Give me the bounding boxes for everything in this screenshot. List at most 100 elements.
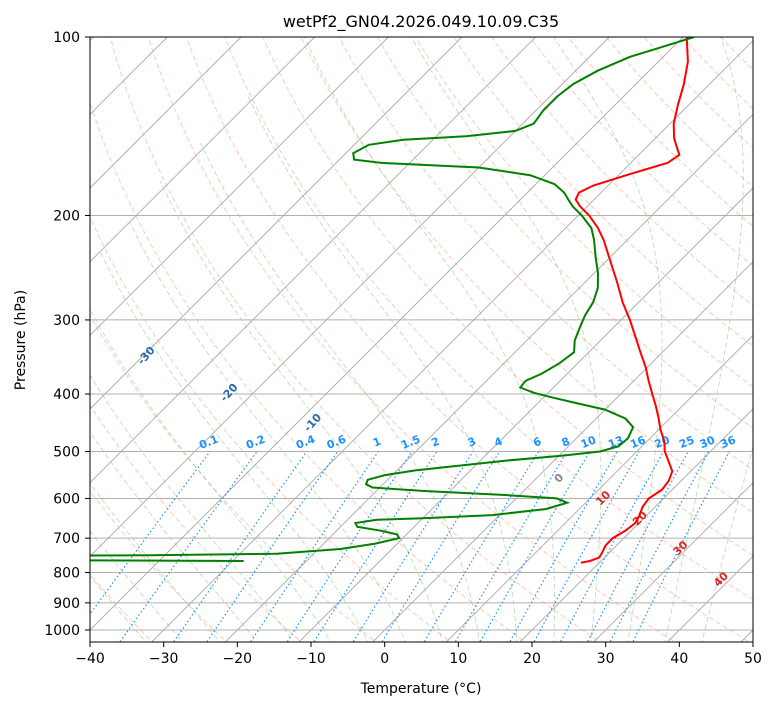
y-tick-label: 500 xyxy=(53,444,80,460)
mixing-ratio-line xyxy=(423,451,540,642)
moist-adiabat-label: 0 xyxy=(552,471,567,486)
mixing-ratio-label: 1 xyxy=(371,435,383,450)
moist-adiabat-line xyxy=(304,37,555,642)
y-tick-label: 400 xyxy=(53,387,80,403)
x-tick-label: 50 xyxy=(744,651,762,667)
dry-adiabat-line xyxy=(338,37,753,471)
y-tick-label: 700 xyxy=(53,531,80,547)
dry-adiabat-line xyxy=(300,37,753,513)
moist-adiabat-line xyxy=(701,445,753,642)
x-tick-label: 40 xyxy=(670,651,688,667)
mixing-ratio-label: 36 xyxy=(719,433,738,451)
isotherm-line xyxy=(519,408,753,642)
mixing-ratio-label: 30 xyxy=(698,433,717,451)
isotherm-line xyxy=(445,334,753,642)
moist-adiabat-line xyxy=(159,180,443,642)
dry-adiabat-line xyxy=(186,37,751,642)
dry-adiabat-line xyxy=(644,37,753,149)
moist-adiabat-line xyxy=(90,431,258,642)
dry-adiabat-line xyxy=(0,37,5,645)
moist-adiabat-line xyxy=(246,94,518,642)
dry-adiabat-label: -20 xyxy=(218,381,241,405)
mixing-ratio-label: 0.2 xyxy=(244,433,267,452)
mixing-ratio-line xyxy=(206,451,339,642)
isotherm-line xyxy=(90,37,463,410)
x-tick-label: 20 xyxy=(523,651,541,667)
x-tick-label: 30 xyxy=(597,651,615,667)
mixing-ratio-label: 2 xyxy=(430,435,442,450)
plot-frame xyxy=(89,36,754,643)
isotherm-line xyxy=(90,37,389,337)
dry-adiabat-line xyxy=(90,101,527,642)
x-tick-label: 0 xyxy=(380,651,389,667)
y-tick-label: 1000 xyxy=(44,623,80,639)
x-axis-ticks: −40 −30 −20 −10 0 10 20 30 40 50 xyxy=(75,642,762,667)
dry-adiabat-line xyxy=(90,404,303,642)
chart-title: wetPf2_GN04.2026.049.10.09.C35 xyxy=(283,12,559,32)
mixing-ratio-line xyxy=(286,451,413,642)
mixing-ratio-label: 0.4 xyxy=(294,432,317,451)
isotherm-line xyxy=(298,187,753,642)
temperature-profile-line xyxy=(574,37,689,564)
dry-adiabat-label: -10 xyxy=(301,411,324,435)
dry-adiabat-label: -50 xyxy=(0,264,11,288)
mixing-ratio-label: 16 xyxy=(628,433,647,451)
mixing-ratio-line xyxy=(172,451,308,642)
moist-adiabat-line xyxy=(199,141,481,642)
reference-lines xyxy=(90,37,753,642)
mixing-ratio-line xyxy=(381,451,501,642)
profile-lines xyxy=(90,37,695,564)
mixing-ratio-line xyxy=(609,451,710,642)
mixing-ratio-line xyxy=(586,451,689,642)
mixing-ratio-label: 8 xyxy=(560,435,572,450)
mixing-ratio-line xyxy=(632,451,730,642)
isotherm-line xyxy=(90,37,610,558)
y-tick-label: 100 xyxy=(53,30,80,46)
dry-adiabat-line xyxy=(682,37,753,110)
mixing-ratio-label: 25 xyxy=(677,433,696,451)
y-axis-label: Pressure (hPa) xyxy=(13,290,29,390)
y-axis-ticks: 1000 900 800 700 600 500 400 300 200 100 xyxy=(44,30,90,639)
mixing-ratio-label: 13 xyxy=(606,433,625,451)
isotherm-line xyxy=(592,481,753,642)
y-tick-label: 300 xyxy=(53,313,80,329)
moist-adiabat-label: 10 xyxy=(593,488,613,508)
dewpoint-profile-line xyxy=(90,37,695,562)
mixing-ratio-label: 10 xyxy=(579,433,598,451)
x-tick-label: −10 xyxy=(296,651,326,667)
x-tick-label: −30 xyxy=(149,651,179,667)
dry-adiabat-line xyxy=(759,37,775,645)
mixing-ratio-label: 6 xyxy=(531,435,543,450)
isotherm-line xyxy=(90,37,684,631)
dry-adiabat-line xyxy=(453,37,753,347)
mixing-ratio-line xyxy=(454,451,568,642)
y-tick-label: 900 xyxy=(53,596,80,612)
mixing-ratio-line xyxy=(313,451,438,642)
x-tick-label: 10 xyxy=(449,651,467,667)
y-tick-label: 800 xyxy=(53,566,80,582)
moist-adiabat-line xyxy=(90,374,295,642)
dry-adiabat-line xyxy=(415,37,753,388)
isotherm-line xyxy=(90,37,316,263)
dry-adiabat-line xyxy=(529,37,753,267)
x-tick-label: −40 xyxy=(75,651,105,667)
mixing-ratio-line xyxy=(90,451,211,616)
isotherm-line xyxy=(224,113,753,642)
mixing-ratio-label: 20 xyxy=(653,433,672,451)
mixing-ratio-label: 0.1 xyxy=(197,433,220,452)
x-tick-label: −20 xyxy=(223,651,253,667)
y-tick-label: 600 xyxy=(53,491,80,507)
mixing-ratio-label: 3 xyxy=(466,435,478,450)
mixing-ratio-line xyxy=(119,451,258,642)
x-axis-label: Temperature (°C) xyxy=(360,681,482,697)
moist-adiabat-label: 30 xyxy=(671,538,691,558)
mixing-ratio-line xyxy=(352,451,474,642)
dry-adiabat-line xyxy=(262,37,753,557)
y-tick-label: 200 xyxy=(53,209,80,225)
isotherm-line xyxy=(150,39,753,642)
isotherm-line xyxy=(740,629,753,642)
moist-adiabat-line xyxy=(129,221,406,642)
dry-adiabat-line xyxy=(224,37,753,600)
moist-adiabat-line xyxy=(99,251,369,642)
